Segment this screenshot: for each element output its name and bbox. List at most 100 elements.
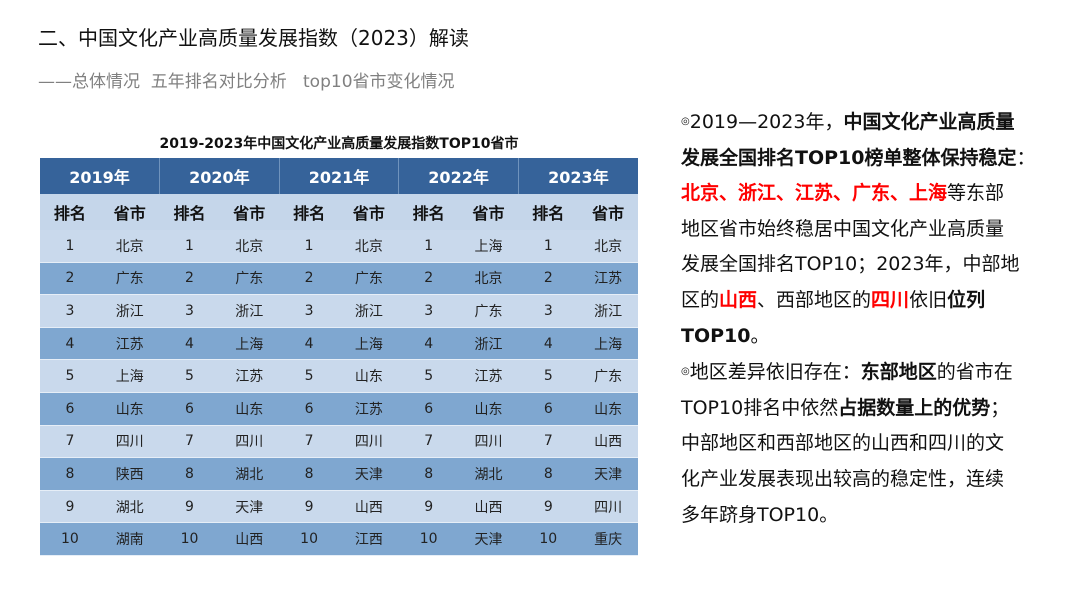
note-text: 发展全国排名TOP10；2023年，中部地 bbox=[681, 253, 1020, 276]
province-header: 省市 bbox=[578, 194, 638, 230]
province-cell: 四川 bbox=[338, 425, 399, 459]
note-text: 2019—2023年， bbox=[689, 111, 844, 133]
province-cell: 山东 bbox=[458, 392, 519, 426]
province-cell: 北京 bbox=[458, 262, 519, 296]
table-row: 6 山东 6 山东 6 江苏 6 山东 6 山东 bbox=[40, 392, 638, 426]
note-line: 中部地区和西部地区的山西和四川的文 bbox=[681, 426, 1071, 462]
table-row: 4 江苏 4 上海 4 上海 4 浙江 4 上海 bbox=[40, 327, 638, 361]
rank-cell: 8 bbox=[279, 457, 339, 491]
table-row: 10 湖南 10 山西 10 江西 10 天津 10 重庆 bbox=[40, 522, 638, 556]
province-cell: 江苏 bbox=[99, 327, 160, 361]
table-row: 5 上海 5 江苏 5 山东 5 江苏 5 广东 bbox=[40, 359, 638, 393]
table-title: 2019-2023年中国文化产业高质量发展指数TOP10省市 bbox=[159, 136, 519, 152]
rank-cell: 4 bbox=[40, 327, 100, 361]
page-title: 二、中国文化产业高质量发展指数（2023）解读 bbox=[38, 26, 469, 50]
province-header: 省市 bbox=[99, 194, 160, 230]
note-line: TOP10。 bbox=[681, 319, 1071, 355]
province-cell: 四川 bbox=[578, 490, 638, 524]
table-row: 9 湖北 9 天津 9 山西 9 山西 9 四川 bbox=[40, 490, 638, 524]
province-cell: 浙江 bbox=[338, 294, 399, 328]
rank-cell: 7 bbox=[398, 425, 459, 459]
province-cell: 北京 bbox=[99, 230, 160, 263]
bold-text: TOP10 bbox=[681, 324, 751, 347]
province-cell: 北京 bbox=[338, 230, 399, 263]
province-cell: 浙江 bbox=[219, 294, 280, 328]
rank-header: 排名 bbox=[518, 194, 579, 230]
rank-cell: 7 bbox=[159, 425, 220, 459]
rank-cell: 6 bbox=[518, 392, 579, 426]
note-text: 依旧 bbox=[909, 288, 948, 311]
rank-cell: 9 bbox=[518, 490, 579, 524]
province-cell: 山东 bbox=[99, 392, 160, 426]
note-line: 北京、浙江、江苏、广东、上海等东部 bbox=[681, 176, 1071, 212]
highlight-text: 四川 bbox=[871, 288, 910, 311]
province-cell: 山西 bbox=[578, 425, 638, 459]
rank-cell: 6 bbox=[279, 392, 339, 426]
rank-cell: 3 bbox=[398, 294, 459, 328]
rank-cell: 1 bbox=[398, 230, 459, 263]
province-cell: 天津 bbox=[578, 457, 638, 491]
column-header-row: 排名 省市 排名 省市 排名 省市 排名 省市 排名 省市 bbox=[40, 194, 638, 230]
province-cell: 天津 bbox=[458, 522, 519, 556]
year-header-row: 2019年 2020年 2021年 2022年 2023年 bbox=[40, 158, 638, 194]
province-header: 省市 bbox=[458, 194, 519, 230]
rank-cell: 5 bbox=[279, 359, 339, 393]
note-text: ： bbox=[1016, 146, 1036, 169]
rank-cell: 7 bbox=[40, 425, 100, 459]
note-text: 等东部 bbox=[947, 182, 1005, 205]
note-line: 多年跻身TOP10。 bbox=[681, 498, 1071, 534]
table-row: 3 浙江 3 浙江 3 浙江 3 广东 3 浙江 bbox=[40, 294, 638, 328]
rank-cell: 2 bbox=[159, 262, 220, 296]
table-row: 8 陕西 8 湖北 8 天津 8 湖北 8 天津 bbox=[40, 457, 638, 491]
rank-cell: 10 bbox=[398, 522, 459, 556]
rank-cell: 2 bbox=[398, 262, 459, 296]
province-cell: 山东 bbox=[338, 359, 399, 393]
rank-cell: 6 bbox=[398, 392, 459, 426]
province-cell: 广东 bbox=[338, 262, 399, 296]
note-line: 化产业发展表现出较高的稳定性，连续 bbox=[681, 462, 1071, 498]
province-cell: 山东 bbox=[578, 392, 638, 426]
province-cell: 江苏 bbox=[338, 392, 399, 426]
rank-cell: 5 bbox=[159, 359, 220, 393]
rank-cell: 9 bbox=[279, 490, 339, 524]
province-cell: 江西 bbox=[338, 522, 399, 556]
note-line: TOP10排名中依然占据数量上的优势； bbox=[681, 391, 1071, 427]
province-cell: 上海 bbox=[219, 327, 280, 361]
note-text: 中部地区和西部地区的山西和四川的文 bbox=[681, 432, 1005, 455]
rank-cell: 4 bbox=[398, 327, 459, 361]
rank-cell: 4 bbox=[518, 327, 579, 361]
note-text: 多年跻身TOP10。 bbox=[681, 503, 839, 526]
rank-cell: 3 bbox=[279, 294, 339, 328]
rank-cell: 6 bbox=[40, 392, 100, 426]
note-text: 化产业发展表现出较高的稳定性，连续 bbox=[681, 467, 1005, 490]
note-text: ； bbox=[990, 396, 1010, 419]
province-cell: 湖北 bbox=[99, 490, 160, 524]
bold-text: 中国文化产业高质量 bbox=[843, 111, 1015, 133]
table-row: 7 四川 7 四川 7 四川 7 四川 7 山西 bbox=[40, 425, 638, 459]
analysis-notes: ◎2019—2023年，中国文化产业高质量 发展全国排名TOP10榜单整体保持稳定… bbox=[681, 104, 1071, 533]
province-cell: 江苏 bbox=[578, 262, 638, 296]
rank-cell: 3 bbox=[40, 294, 100, 328]
rank-header: 排名 bbox=[398, 194, 459, 230]
circle-dot-icon: ◎ bbox=[681, 116, 690, 127]
note-line: 发展全国排名TOP10；2023年，中部地 bbox=[681, 247, 1071, 283]
rank-cell: 3 bbox=[518, 294, 579, 328]
province-cell: 浙江 bbox=[99, 294, 160, 328]
note-text: 地区省市始终稳居中国文化产业高质量 bbox=[681, 217, 1005, 240]
rank-cell: 5 bbox=[40, 359, 100, 393]
province-cell: 江苏 bbox=[219, 359, 280, 393]
highlight-text: 山西 bbox=[719, 288, 758, 311]
rank-cell: 4 bbox=[279, 327, 339, 361]
rank-cell: 6 bbox=[159, 392, 220, 426]
province-header: 省市 bbox=[338, 194, 399, 230]
bold-text: 东部地区 bbox=[860, 361, 937, 384]
province-header: 省市 bbox=[219, 194, 280, 230]
year-header: 2020年 bbox=[159, 158, 280, 194]
rank-cell: 9 bbox=[159, 490, 220, 524]
rank-cell: 1 bbox=[40, 230, 100, 263]
year-header: 2023年 bbox=[517, 158, 638, 194]
rank-cell: 10 bbox=[40, 522, 100, 556]
rank-cell: 8 bbox=[159, 457, 220, 491]
rank-cell: 10 bbox=[159, 522, 220, 556]
circle-dot-icon: ◎ bbox=[681, 366, 690, 378]
